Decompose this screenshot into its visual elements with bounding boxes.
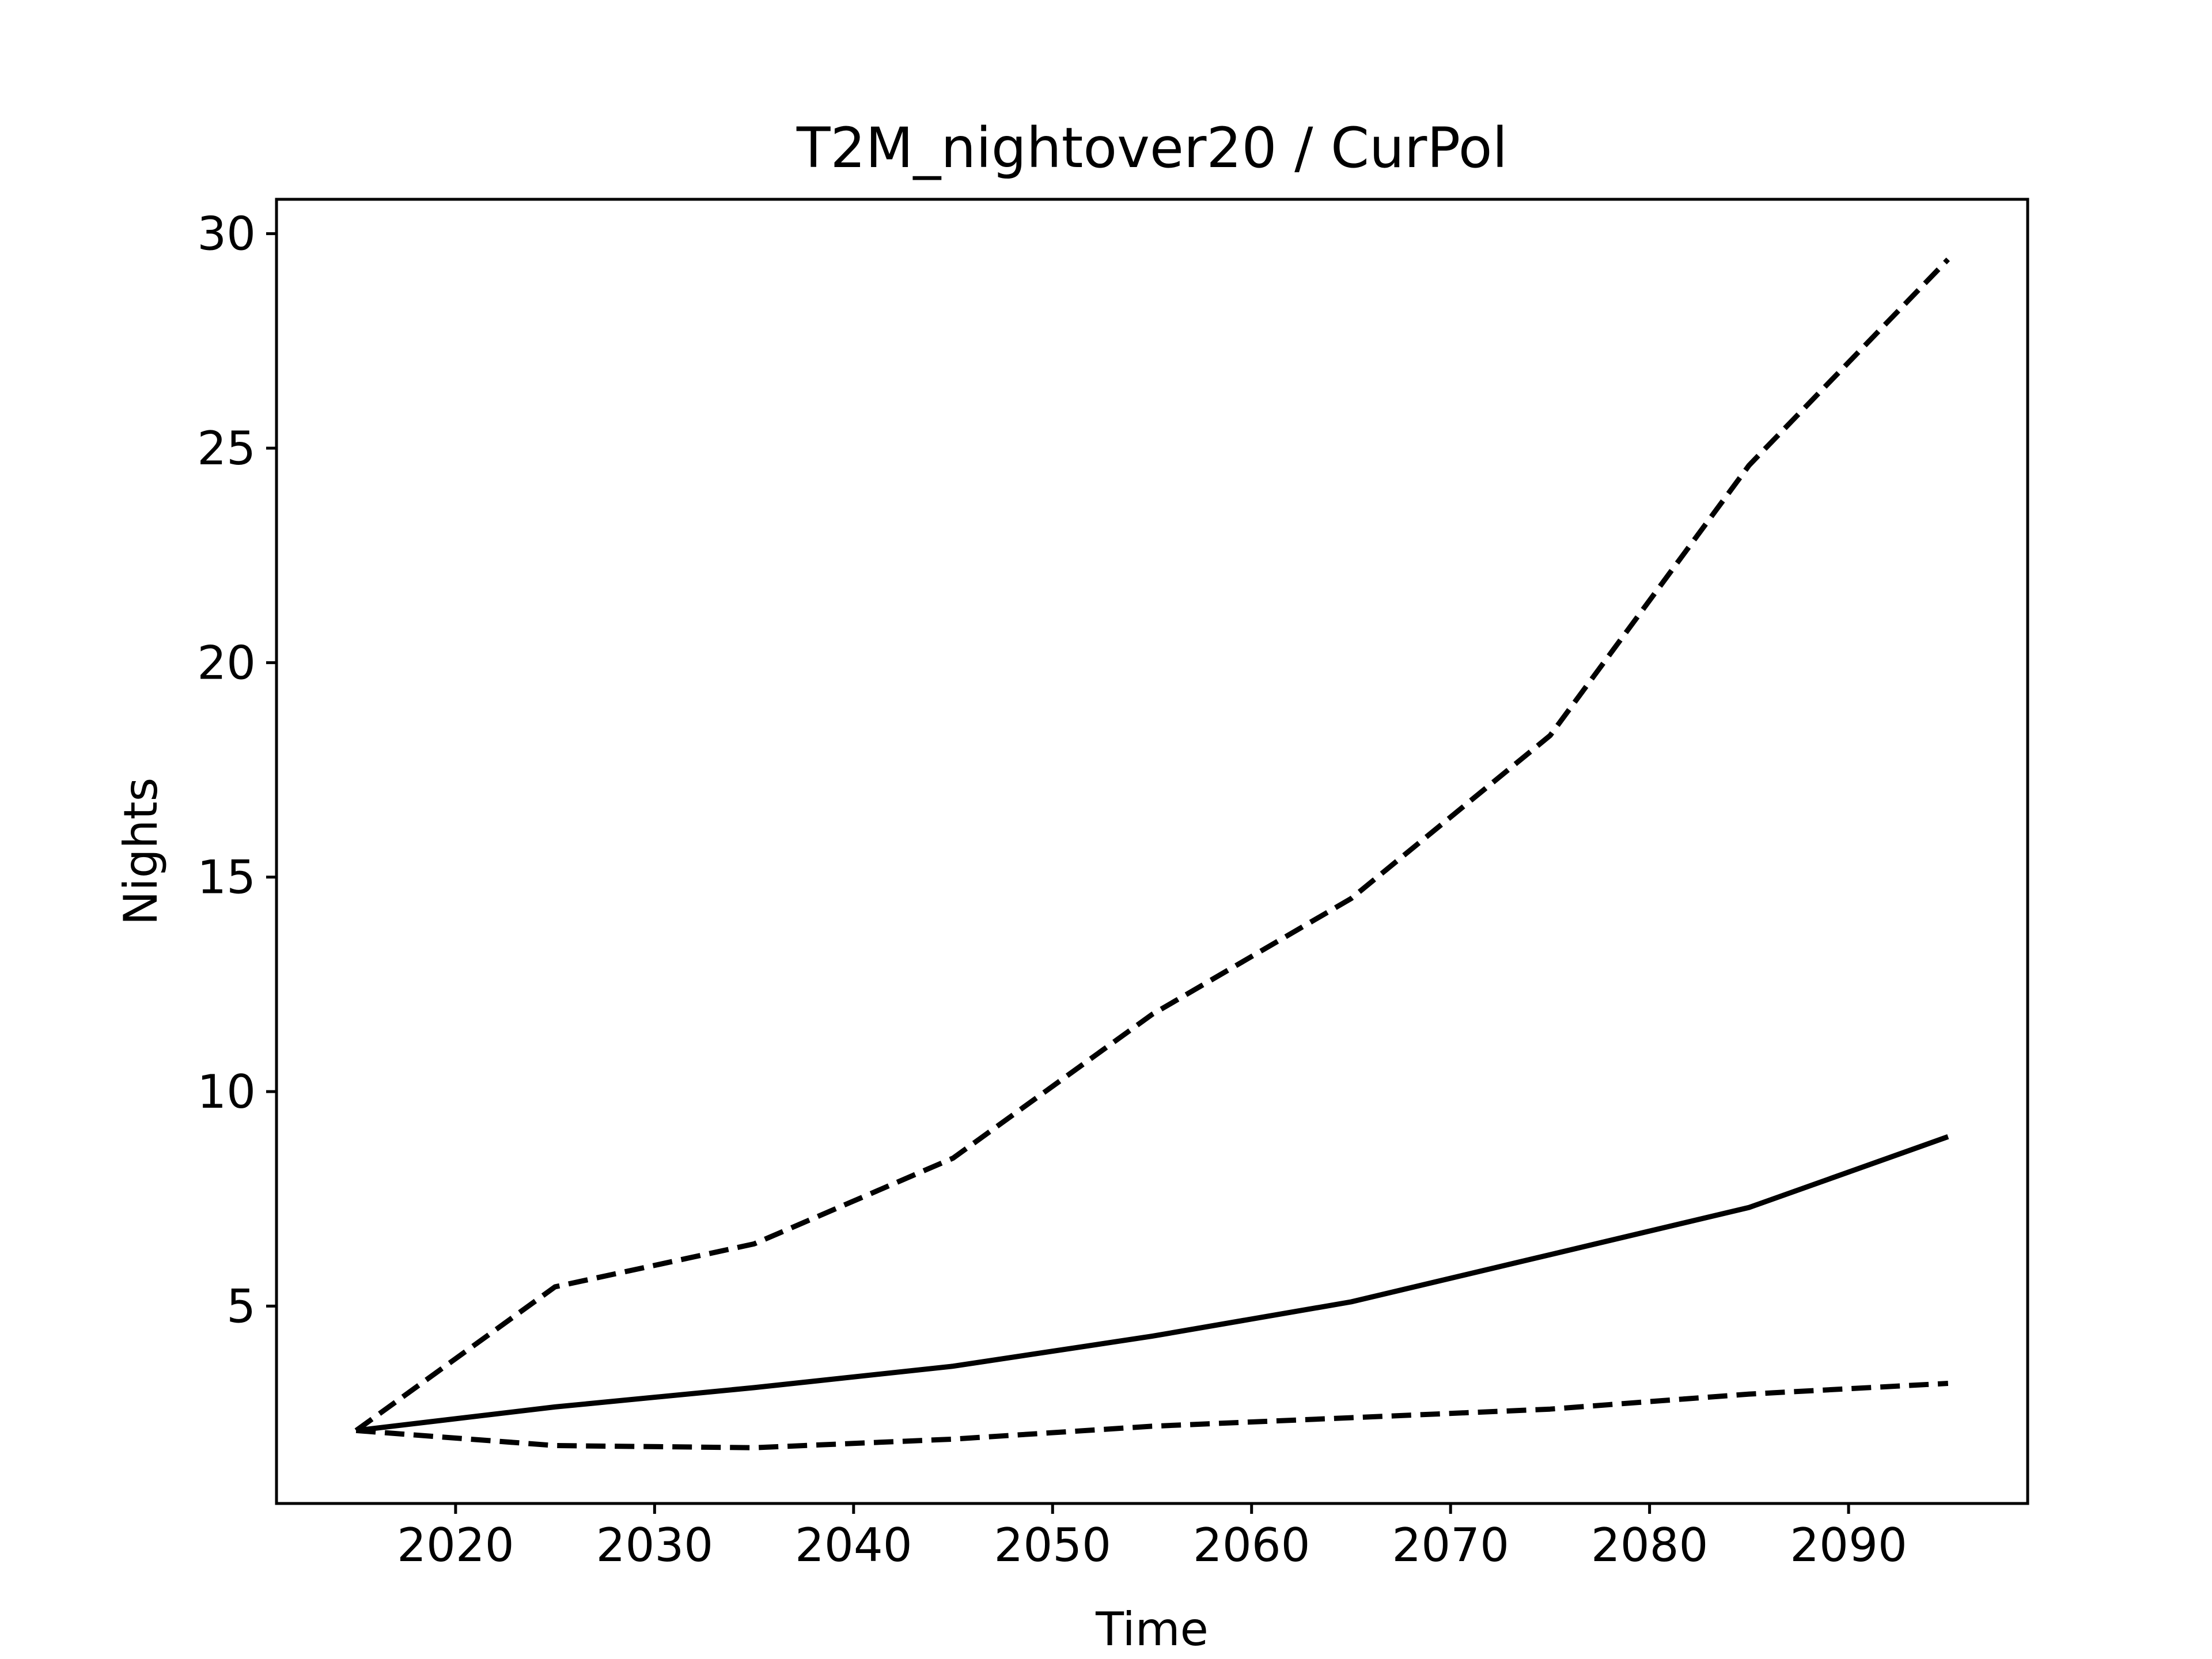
x-tick-label: 2090: [1790, 1518, 1907, 1572]
y-tick-label: 20: [197, 636, 256, 690]
y-tick-label: 10: [197, 1065, 256, 1119]
x-tick-label: 2070: [1392, 1518, 1509, 1572]
plot-frame: [275, 198, 2029, 1505]
series-line-1: [354, 257, 1950, 1433]
series-line-3: [355, 1381, 1949, 1450]
y-axis-label: Nights: [114, 778, 168, 926]
x-tick-label: 2060: [1193, 1518, 1310, 1572]
y-tick-label: 25: [197, 422, 256, 475]
tick-layer: 2020 2030 2040 2050 2060 2070 2080 2090 5 10 15 20 2…: [197, 207, 1907, 1572]
series-layer: [354, 257, 1950, 1450]
x-tick-label: 2050: [994, 1518, 1111, 1572]
y-tick-label: 5: [226, 1279, 256, 1333]
series-line-2: [355, 1134, 1949, 1433]
x-axis-label: Time: [1095, 1603, 1209, 1656]
x-tick-label: 2080: [1591, 1518, 1709, 1572]
y-tick-label: 30: [197, 207, 256, 261]
chart-title: T2M_nightover20 / CurPol: [796, 116, 1508, 180]
x-tick-label: 2030: [596, 1518, 714, 1572]
x-tick-label: 2040: [795, 1518, 912, 1572]
y-tick-label: 15: [197, 851, 256, 904]
x-tick-label: 2020: [397, 1518, 514, 1572]
